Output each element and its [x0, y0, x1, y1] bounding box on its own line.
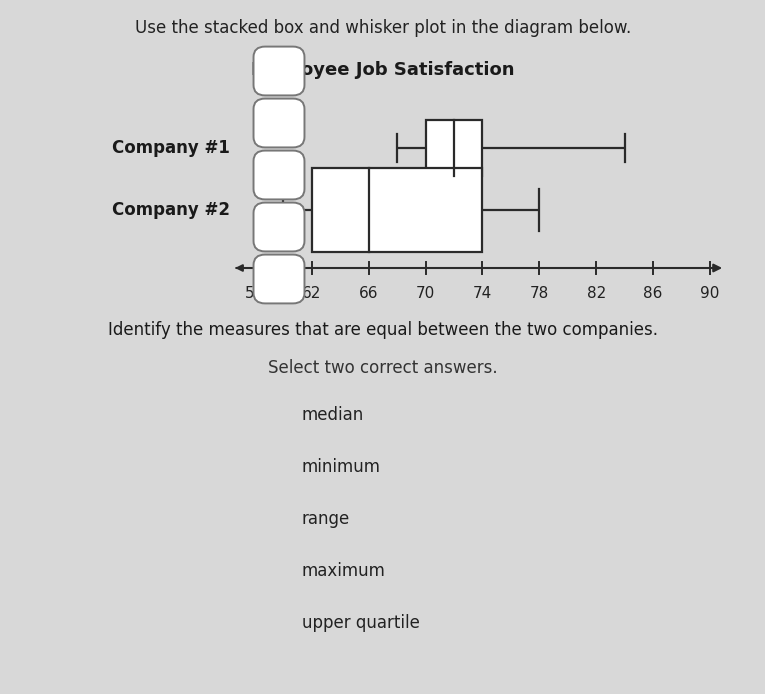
Text: 66: 66 — [359, 286, 379, 301]
Text: range: range — [302, 510, 350, 528]
Text: maximum: maximum — [302, 562, 386, 580]
Text: Company #1: Company #1 — [112, 139, 230, 157]
Text: 82: 82 — [587, 286, 606, 301]
Text: 90: 90 — [700, 286, 720, 301]
Text: 70: 70 — [416, 286, 435, 301]
Text: upper quartile: upper quartile — [302, 614, 420, 632]
Text: minimum: minimum — [302, 458, 381, 476]
Bar — [425, 120, 483, 176]
Bar — [312, 168, 483, 252]
Text: 86: 86 — [643, 286, 662, 301]
Text: 58: 58 — [246, 286, 265, 301]
Text: Identify the measures that are equal between the two companies.: Identify the measures that are equal bet… — [108, 321, 658, 339]
Text: Employee Job Satisfaction: Employee Job Satisfaction — [251, 61, 515, 79]
Text: 78: 78 — [529, 286, 549, 301]
Text: Select two correct answers.: Select two correct answers. — [269, 359, 498, 377]
Text: 74: 74 — [473, 286, 492, 301]
Text: Use the stacked box and whisker plot in the diagram below.: Use the stacked box and whisker plot in … — [135, 19, 631, 37]
Text: median: median — [302, 406, 364, 424]
Text: Company #2: Company #2 — [112, 201, 230, 219]
Text: 62: 62 — [302, 286, 321, 301]
